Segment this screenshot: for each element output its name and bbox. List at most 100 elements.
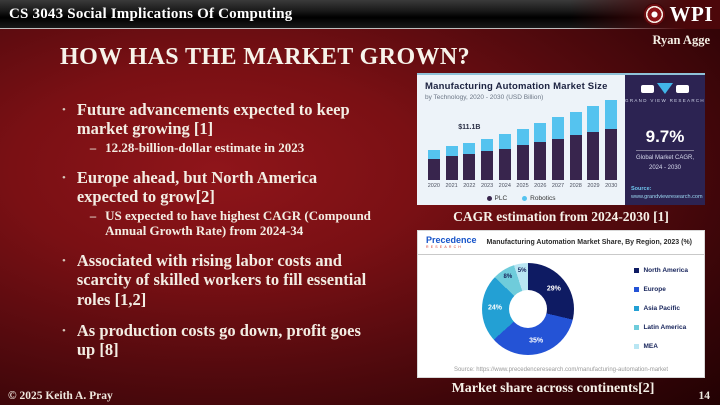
legend-item-north-america: North America bbox=[634, 267, 688, 274]
bar-2022: $11.1B bbox=[458, 96, 480, 180]
slide-number: 14 bbox=[698, 390, 711, 402]
x-tick-label: 2029 bbox=[587, 183, 600, 189]
legend-item-plc: PLC bbox=[486, 195, 507, 202]
x-tick-label: 2030 bbox=[605, 183, 618, 189]
precedence-research-icon: Precedence RESEARCH bbox=[426, 234, 477, 249]
sub-bullet-list: –12.28-billion-dollar estimate in 2023 bbox=[77, 140, 380, 156]
slice-label-mea: 5% bbox=[517, 268, 527, 275]
bar-segment-robotics bbox=[605, 100, 618, 129]
legend-swatch bbox=[634, 344, 640, 349]
bar-chart-legend: PLC Robotics bbox=[417, 195, 625, 202]
market-share-header: Precedence RESEARCH Manufacturing Automa… bbox=[418, 231, 704, 255]
x-tick-label: 2022 bbox=[463, 183, 476, 189]
sub-bullet-item: –12.28-billion-dollar estimate in 2023 bbox=[77, 140, 380, 156]
bullet-content: Europe ahead, but North America expected… bbox=[77, 168, 380, 239]
bar-segment-plc bbox=[552, 138, 564, 180]
legend-item-asia-pacific: Asia Pacific bbox=[634, 305, 688, 312]
legend-label: Latin America bbox=[643, 324, 687, 331]
legend-swatch bbox=[634, 287, 640, 292]
grand-view-research-icon bbox=[641, 83, 689, 94]
bar-segment-robotics bbox=[516, 128, 529, 146]
bar-segment-robotics bbox=[445, 146, 458, 156]
bullet-list: • Future advancements expected to keep ma… bbox=[62, 100, 404, 371]
donut-chart-body: North America Europe Asia Pacific Latin Ame… bbox=[418, 255, 704, 361]
market-size-chart-card: Manufacturing Automation Market Size by … bbox=[417, 73, 705, 205]
market-share-caption: Market share across continents[2] bbox=[451, 381, 655, 396]
bar-segment-robotics bbox=[569, 111, 582, 135]
cagr-label: Global Market CAGR, 2024 - 2030 bbox=[635, 155, 695, 171]
bar-segment-robotics bbox=[427, 149, 440, 159]
bar-segment-plc bbox=[587, 131, 600, 180]
bar-segment-robotics bbox=[481, 139, 494, 152]
course-title: CS 3043 Social Implications Of Computing bbox=[9, 6, 293, 22]
bullet-item: • As production costs go down, profit goe… bbox=[62, 321, 404, 359]
bar-2029 bbox=[585, 96, 603, 180]
bar-segment-plc bbox=[498, 149, 511, 180]
bullet-marker: • bbox=[62, 255, 66, 268]
legend-swatch bbox=[634, 325, 640, 330]
x-tick-label: 2025 bbox=[516, 183, 529, 189]
bar-segment-plc bbox=[427, 158, 440, 180]
bullet-marker: • bbox=[62, 104, 66, 116]
legend-item-latin-america: Latin America bbox=[634, 324, 688, 331]
grand-view-research-panel: GRAND VIEW RESEARCH 9.7% Global Market C… bbox=[625, 75, 705, 205]
wpi-seal-icon bbox=[642, 3, 666, 26]
slice-label-europe: 35% bbox=[529, 337, 544, 345]
bullet-text: As production costs go down, profit goes… bbox=[76, 320, 361, 359]
bullet-content: Future advancements expected to keep mar… bbox=[77, 100, 380, 156]
bullet-item: • Associated with rising labor costs and … bbox=[62, 251, 404, 308]
legend-label: North America bbox=[643, 267, 688, 274]
author-name: Ryan Agge bbox=[652, 33, 710, 47]
bar-2030 bbox=[602, 96, 620, 180]
x-tick-label: 2024 bbox=[498, 183, 511, 189]
cagr-value: 9.7% bbox=[645, 127, 685, 146]
bar-segment-robotics bbox=[498, 134, 511, 150]
sub-bullet-list: – US expected to have highest CAGR (Compo… bbox=[77, 208, 380, 239]
bar-2020 bbox=[425, 96, 443, 180]
x-tick-label: 2028 bbox=[569, 183, 582, 189]
legend-item-robotics: Robotics bbox=[522, 195, 555, 202]
bar-2024 bbox=[496, 96, 514, 180]
bar-segment-robotics bbox=[587, 105, 600, 132]
sub-bullet-text: US expected to have highest CAGR (Compou… bbox=[105, 208, 371, 239]
bar-segment-plc bbox=[445, 155, 458, 180]
page-title: HOW HAS THE MARKET GROWN? bbox=[60, 44, 471, 70]
bar-segment-plc bbox=[534, 142, 547, 180]
legend-label: MEA bbox=[643, 343, 658, 350]
bar-2023 bbox=[478, 96, 496, 180]
bullet-text: Europe ahead, but North America expected… bbox=[76, 168, 318, 207]
top-bar: CS 3043 Social Implications Of Computing… bbox=[0, 0, 720, 29]
chart-subtitle: by Technology, 2020 - 2030 (USD Billion) bbox=[425, 94, 544, 101]
chart-source: Source: www.grandviewresearch.com bbox=[631, 185, 703, 200]
wpi-wordmark: WPI bbox=[669, 2, 713, 26]
bar-segment-plc bbox=[569, 134, 582, 180]
slice-label-latin-america: 8% bbox=[503, 273, 513, 280]
bullet-item: • Europe ahead, but North America expecte… bbox=[62, 168, 404, 239]
legend-item-mea: MEA bbox=[634, 343, 688, 350]
chart-title: Manufacturing Automation Market Size bbox=[425, 81, 608, 92]
x-tick-label: 2021 bbox=[445, 183, 458, 189]
market-size-chart: Manufacturing Automation Market Size by … bbox=[417, 75, 625, 205]
legend-swatch bbox=[634, 306, 640, 311]
bar-segment-robotics bbox=[534, 123, 547, 143]
slice-label-north-america: 29% bbox=[546, 285, 561, 293]
donut-legend: North America Europe Asia Pacific Latin Ame… bbox=[634, 267, 688, 350]
bar-2026 bbox=[531, 96, 549, 180]
slice-label-asia-pacific: 24% bbox=[487, 304, 503, 312]
bullet-marker: • bbox=[62, 172, 66, 185]
sub-bullet-marker: – bbox=[89, 209, 97, 224]
bar-segment-plc bbox=[605, 128, 618, 180]
bar-plot-area: $11.1B bbox=[425, 96, 620, 180]
legend-dot bbox=[522, 195, 528, 201]
bullet-content: As production costs go down, profit goes… bbox=[77, 321, 377, 359]
chart-title: Manufacturing Automation Market Share, B… bbox=[486, 239, 693, 246]
bullet-content: Associated with rising labor costs and s… bbox=[77, 251, 377, 308]
bar-2027 bbox=[549, 96, 567, 180]
x-tick-label: 2023 bbox=[480, 183, 494, 189]
legend-dot bbox=[486, 195, 492, 201]
sub-bullet-marker: – bbox=[89, 141, 97, 156]
x-axis-labels: 2020 2021 2022 2023 2024 2025 2026 2027 2028 2029… bbox=[425, 183, 620, 189]
divider bbox=[636, 150, 694, 151]
chart-source: Source: https://www.precedenceresearch.c… bbox=[453, 367, 669, 373]
